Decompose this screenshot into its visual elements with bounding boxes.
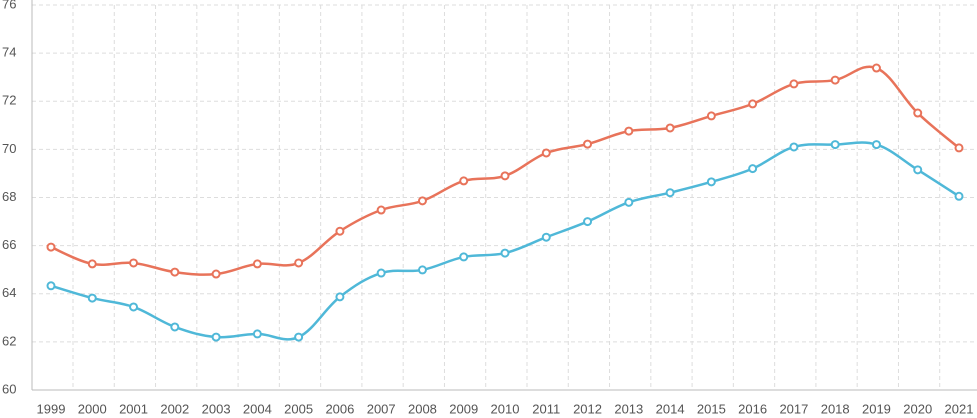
x-tick-label: 2021 <box>945 401 974 416</box>
point <box>871 140 881 150</box>
point <box>170 322 180 332</box>
point <box>335 226 345 236</box>
x-tick-label: 2019 <box>862 401 891 416</box>
x-tick-label: 2014 <box>656 401 685 416</box>
point <box>87 259 97 269</box>
point <box>459 176 469 186</box>
y-tick-label: 62 <box>2 333 16 348</box>
point <box>46 242 56 252</box>
point <box>954 143 964 153</box>
point <box>624 197 634 207</box>
point <box>500 171 510 181</box>
y-tick-label: 64 <box>2 285 16 300</box>
point <box>913 165 923 175</box>
y-tick-label: 60 <box>2 381 16 396</box>
point <box>665 123 675 133</box>
point <box>294 258 304 268</box>
point <box>252 259 262 269</box>
x-tick-label: 2010 <box>491 401 520 416</box>
x-tick-label: 2012 <box>573 401 602 416</box>
y-tick-label: 70 <box>2 141 16 156</box>
x-tick-label: 2005 <box>284 401 313 416</box>
x-tick-label: 2004 <box>243 401 272 416</box>
point <box>211 269 221 279</box>
point <box>46 281 56 291</box>
point <box>541 148 551 158</box>
point <box>459 252 469 262</box>
point <box>170 267 180 277</box>
x-tick-label: 2003 <box>202 401 231 416</box>
series-line <box>50 65 960 276</box>
point <box>294 332 304 342</box>
x-tick-label: 2007 <box>367 401 396 416</box>
x-tick-label: 2011 <box>532 401 560 416</box>
x-tick-label: 1999 <box>37 401 66 416</box>
point <box>376 268 386 278</box>
y-tick-label: 68 <box>2 189 16 204</box>
point <box>830 75 840 85</box>
x-tick-label: 2002 <box>160 401 189 416</box>
x-tick-label: 2016 <box>738 401 767 416</box>
x-tick-label: 2006 <box>325 401 354 416</box>
x-tick-label: 2020 <box>903 401 932 416</box>
point <box>211 332 221 342</box>
point <box>500 248 510 258</box>
point <box>583 139 593 149</box>
x-tick-label: 2015 <box>697 401 726 416</box>
point <box>376 205 386 215</box>
x-tick-label: 2000 <box>78 401 107 416</box>
point <box>706 111 716 121</box>
x-tick-label: 2013 <box>614 401 643 416</box>
y-tick-label: 76 <box>2 0 16 11</box>
x-tick-label: 2001 <box>119 401 148 416</box>
point <box>417 196 427 206</box>
point <box>748 99 758 109</box>
y-tick-label: 74 <box>2 45 16 60</box>
point <box>541 232 551 242</box>
x-tick-label: 2009 <box>449 401 478 416</box>
point <box>954 191 964 201</box>
point <box>830 140 840 150</box>
point <box>87 293 97 303</box>
point <box>417 265 427 275</box>
point <box>706 177 716 187</box>
point <box>129 302 139 312</box>
point <box>789 142 799 152</box>
x-tick-label: 2008 <box>408 401 437 416</box>
point <box>335 292 345 302</box>
y-tick-label: 72 <box>2 93 16 108</box>
point <box>129 258 139 268</box>
point <box>583 217 593 227</box>
x-tick-label: 2017 <box>779 401 808 416</box>
point <box>913 108 923 118</box>
x-tick-label: 2018 <box>821 401 850 416</box>
point <box>252 329 262 339</box>
y-tick-label: 66 <box>2 237 16 252</box>
point <box>748 164 758 174</box>
point <box>624 126 634 136</box>
point <box>665 188 675 198</box>
point <box>789 79 799 89</box>
point <box>871 63 881 73</box>
